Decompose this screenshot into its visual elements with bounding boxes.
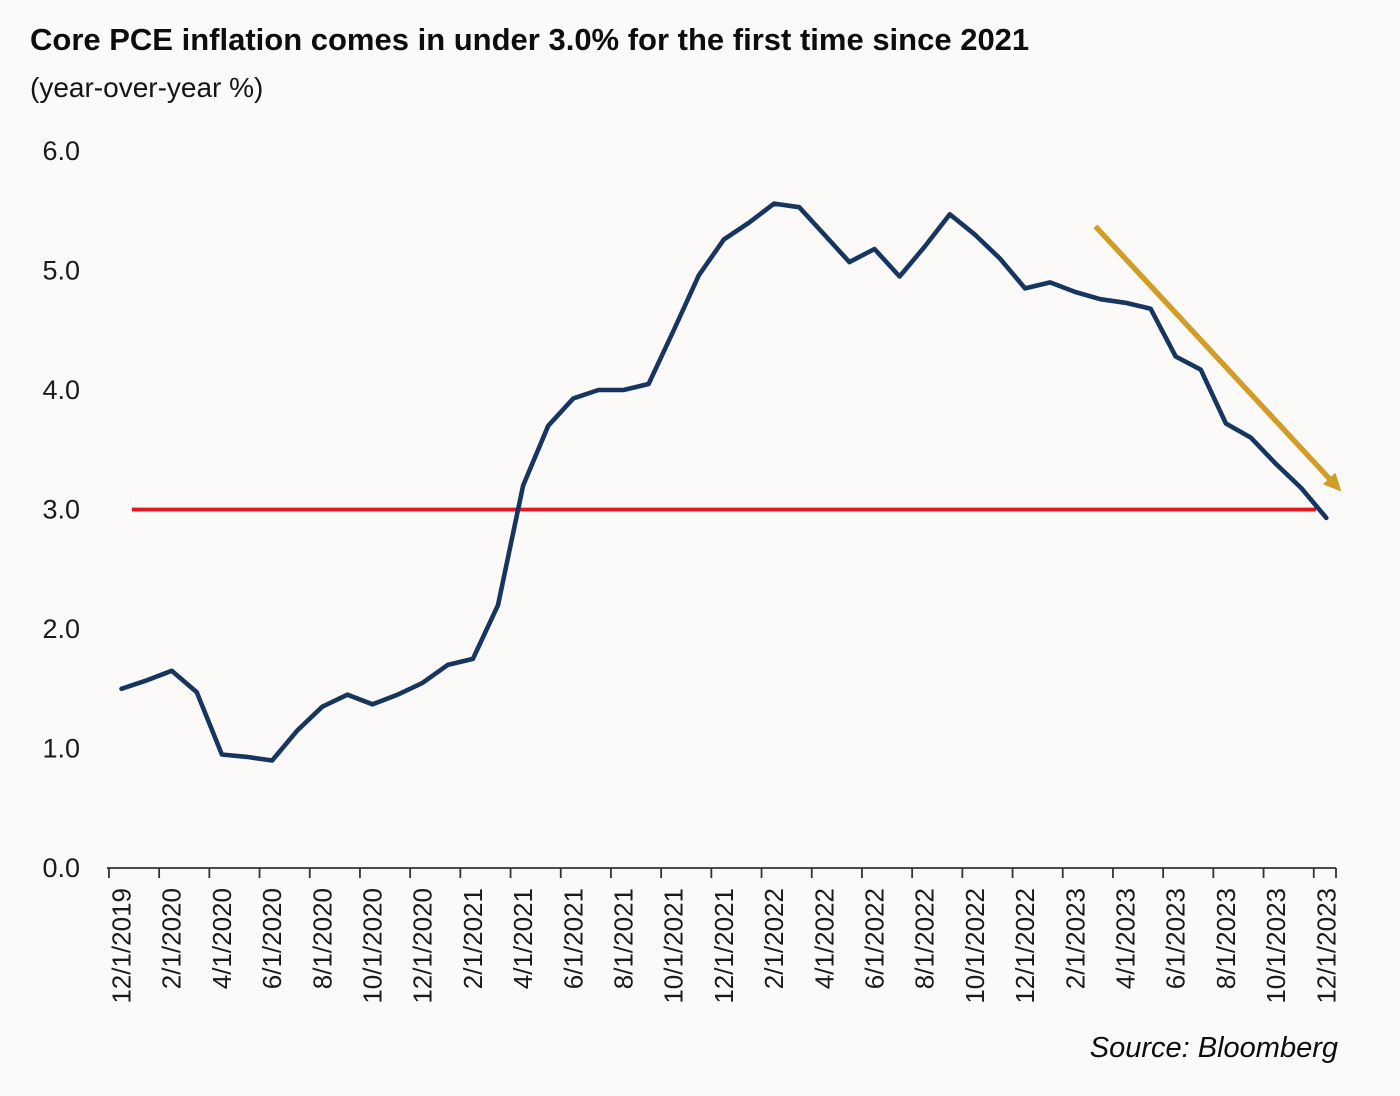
x-axis-label: 10/1/2021 bbox=[659, 888, 689, 1004]
x-axis-label: 12/1/2021 bbox=[709, 888, 739, 1004]
y-axis-label: 1.0 bbox=[42, 734, 80, 764]
trend-arrow-head bbox=[1322, 472, 1342, 492]
x-axis-label: 2/1/2022 bbox=[759, 888, 789, 989]
x-axis-label: 12/1/2020 bbox=[408, 888, 438, 1004]
x-axis-label: 8/1/2022 bbox=[910, 888, 940, 989]
x-axis-label: 4/1/2022 bbox=[809, 888, 839, 989]
x-axis-label: 12/1/2023 bbox=[1311, 888, 1341, 1004]
y-axis-label: 5.0 bbox=[42, 256, 80, 286]
x-axis-label: 6/1/2023 bbox=[1161, 888, 1191, 989]
source-credit: Source: Bloomberg bbox=[1089, 1032, 1338, 1064]
x-axis-label: 4/1/2020 bbox=[207, 888, 237, 989]
x-axis-label: 8/1/2020 bbox=[307, 888, 337, 989]
y-axis-label: 0.0 bbox=[42, 853, 80, 883]
x-axis-label: 4/1/2023 bbox=[1111, 888, 1141, 989]
y-axis-label: 4.0 bbox=[42, 375, 80, 405]
x-axis-label: 4/1/2021 bbox=[508, 888, 538, 989]
chart-subtitle: (year-over-year %) bbox=[30, 72, 264, 103]
x-axis-label: 10/1/2022 bbox=[960, 888, 990, 1004]
x-axis-label: 12/1/2019 bbox=[107, 888, 137, 1004]
plot-area: 0.0 1.0 2.0 3.0 4.0 5.0 6.0 12/1/2019 2/1/2020 4/… bbox=[42, 136, 1342, 1004]
x-axis-label: 8/1/2023 bbox=[1211, 888, 1241, 989]
x-axis-label: 6/1/2021 bbox=[558, 888, 588, 989]
trend-arrow bbox=[1093, 224, 1333, 482]
x-axis-label: 10/1/2023 bbox=[1261, 888, 1291, 1004]
pce-line-series bbox=[119, 201, 1329, 763]
x-axis-label: 12/1/2022 bbox=[1010, 888, 1040, 1004]
x-axis-label: 2/1/2020 bbox=[157, 888, 187, 989]
y-axis-label: 2.0 bbox=[42, 614, 80, 644]
x-axis-label: 10/1/2020 bbox=[358, 888, 388, 1004]
x-axis-label: 6/1/2020 bbox=[257, 888, 287, 989]
chart-title: Core PCE inflation comes in under 3.0% f… bbox=[30, 22, 1030, 57]
x-axis-label: 2/1/2021 bbox=[458, 888, 488, 989]
y-axis-label: 3.0 bbox=[42, 495, 80, 525]
x-axis-label: 8/1/2021 bbox=[609, 888, 639, 989]
y-axis-label: 6.0 bbox=[42, 136, 80, 166]
x-axis-label: 6/1/2022 bbox=[860, 888, 890, 989]
x-axis-label: 2/1/2023 bbox=[1060, 888, 1090, 989]
